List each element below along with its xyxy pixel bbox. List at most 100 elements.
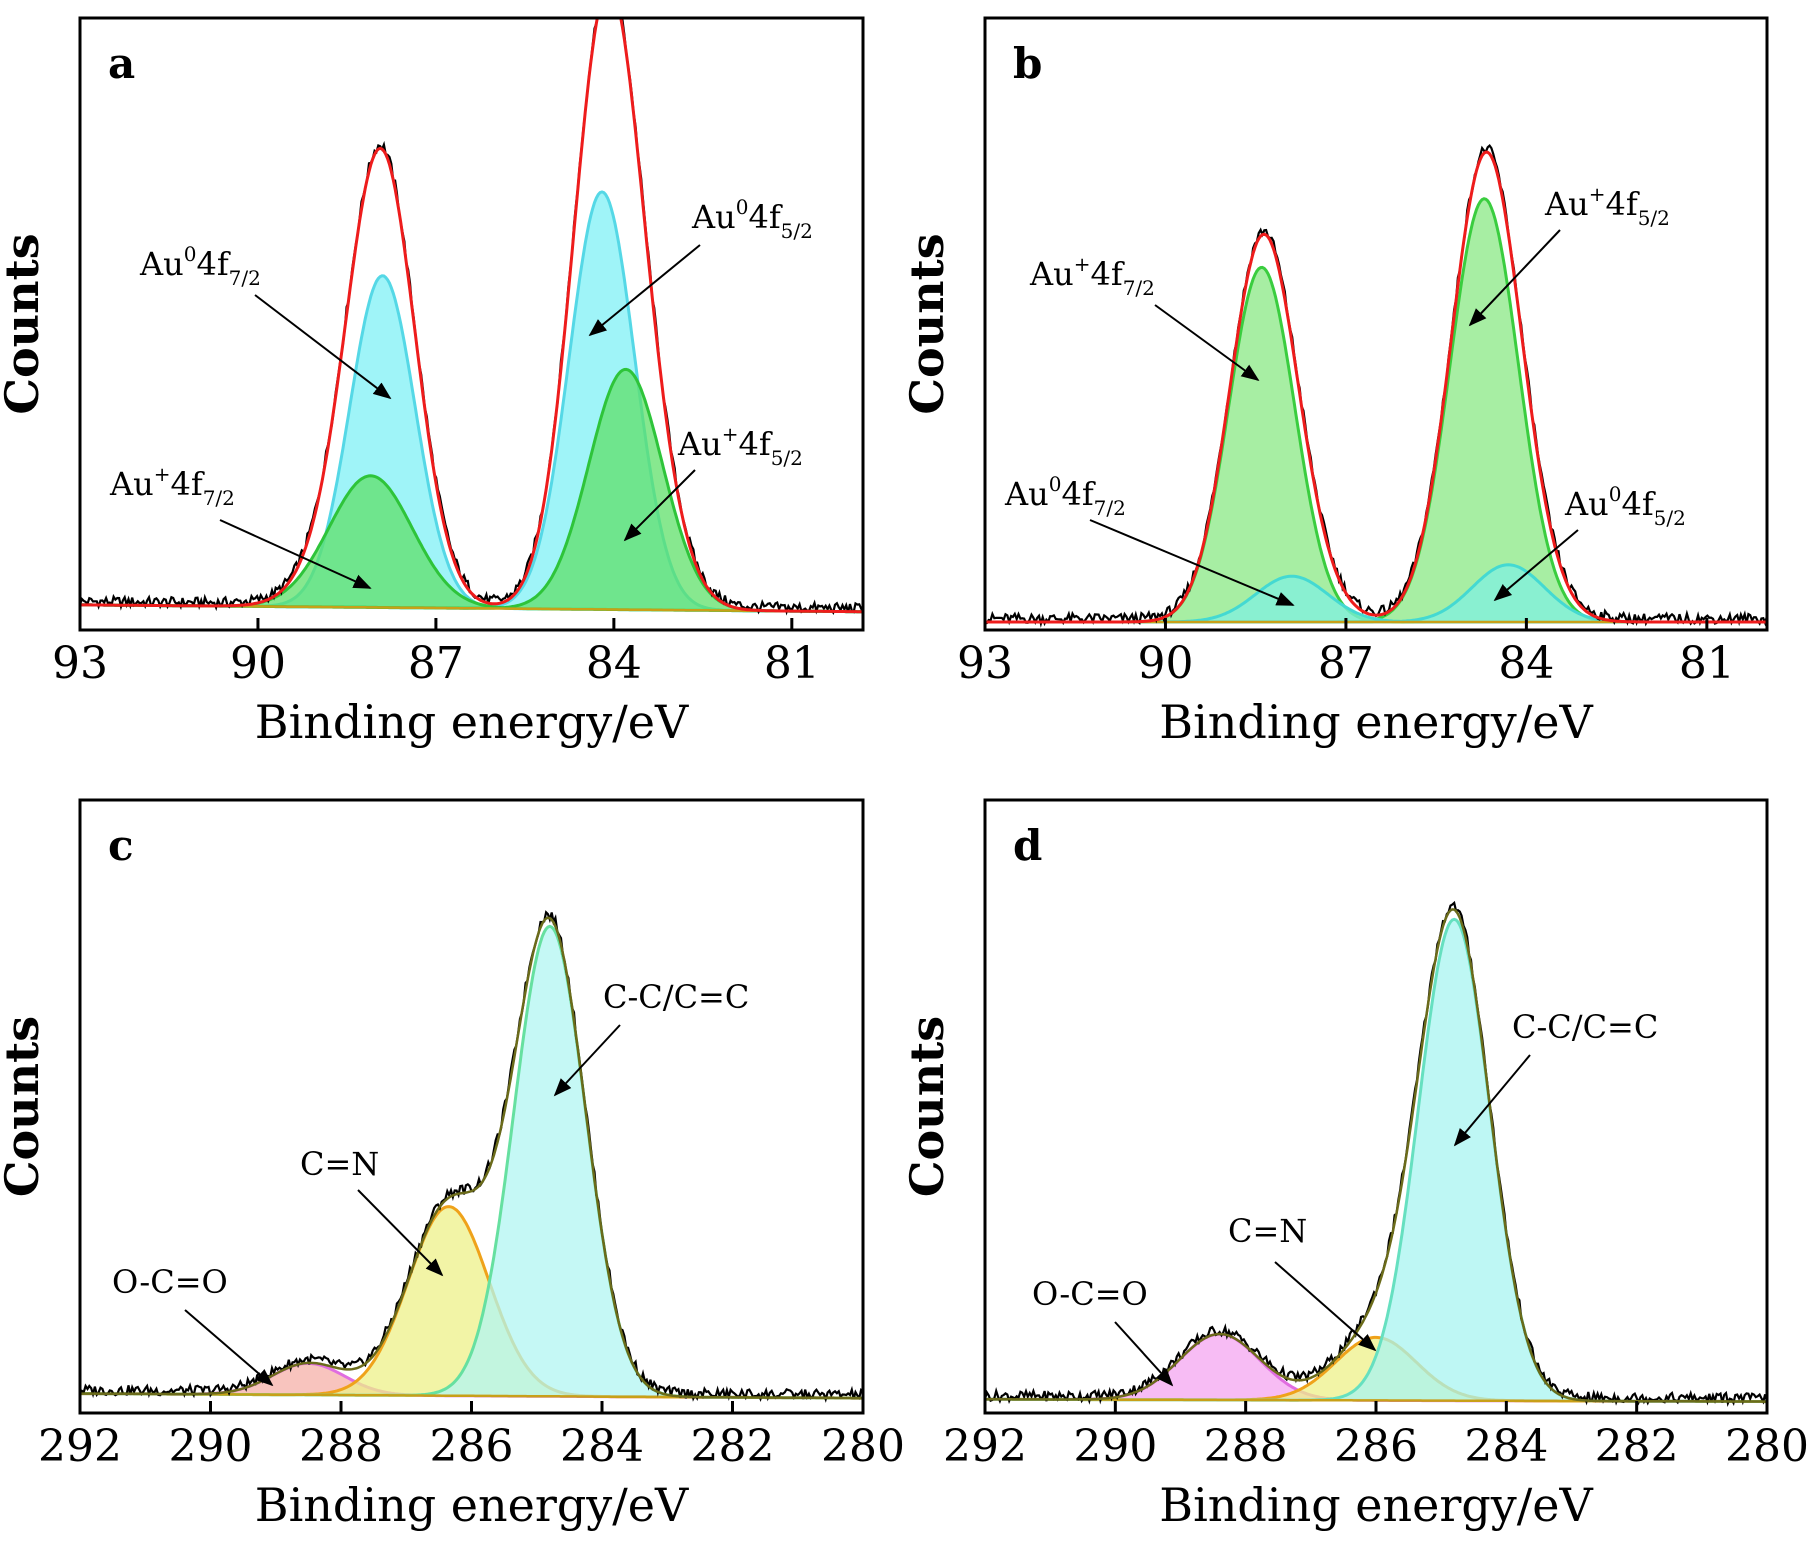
y-axis-title: Counts	[900, 1016, 954, 1197]
component-fill-aup_72	[985, 267, 1767, 622]
annotation-arrow	[1274, 1261, 1377, 1352]
annotation-label: Au04f5/2	[691, 195, 813, 243]
plot-frame	[78, 16, 865, 632]
annotation-arrow	[219, 519, 372, 589]
x-tick-label: 280	[1725, 1421, 1809, 1472]
x-tick-label: 286	[430, 1421, 514, 1472]
plot-area	[985, 900, 1767, 1407]
annotation-label: C-C/C=C	[603, 978, 749, 1016]
panel-letter: d	[1013, 821, 1042, 870]
y-axis-title: Counts	[0, 1016, 49, 1197]
x-tick-label: 81	[1679, 638, 1735, 689]
annotation-main: 4f	[1061, 475, 1095, 513]
annotation-sub: 7/2	[1123, 276, 1155, 300]
x-tick-label: 282	[1595, 1421, 1679, 1472]
annotation-label: C-C/C=C	[1512, 1008, 1658, 1046]
panel-letter: c	[108, 821, 134, 870]
annotation-sub: 7/2	[203, 486, 235, 510]
x-tick-label: 288	[1204, 1421, 1288, 1472]
annotation-arrow	[623, 469, 696, 542]
fit-envelope-line	[80, 916, 863, 1400]
annotation-label: O-C=O	[1032, 1275, 1148, 1313]
annotation-sup: 0	[736, 195, 749, 219]
annotation-arrow	[254, 294, 392, 400]
annotation-arrow	[1493, 529, 1579, 602]
fit-envelope-line	[985, 150, 1767, 624]
x-axis-title: Binding energy/eV	[1159, 1478, 1593, 1532]
plot-area	[985, 143, 1767, 628]
component-line-au0_52	[985, 563, 1767, 624]
annotation-main: 4f	[196, 245, 230, 283]
annotation-arrow	[588, 244, 701, 337]
component-fill-au0_52	[985, 564, 1767, 622]
annotation-sub: 5/2	[1638, 206, 1670, 230]
annotation-main: 4f	[170, 465, 204, 503]
annotation-sub: 7/2	[1094, 496, 1126, 520]
x-tick-label: 81	[764, 638, 820, 689]
x-tick-label: 292	[38, 1421, 122, 1472]
annotation-label: C=N	[1228, 1212, 1307, 1250]
x-tick-label: 290	[169, 1421, 253, 1472]
x-tick-label: 280	[821, 1421, 905, 1472]
annotation-main: 4f	[748, 198, 782, 236]
plot-area	[80, 910, 863, 1403]
annotation-base: Au	[1029, 255, 1074, 293]
x-tick-label: 284	[560, 1421, 644, 1472]
annotation-label: Au04f5/2	[1564, 482, 1686, 530]
annotation-arrow	[1114, 1321, 1174, 1387]
annotation-sup: +	[1589, 182, 1606, 206]
annotation-sup: 0	[1609, 482, 1622, 506]
chart-panel-c: 292 290 288 286 284 282 280 Binding energy/eV Co…	[0, 798, 905, 1532]
component-fill-occ	[985, 1334, 1767, 1402]
fit-envelope-line	[80, 18, 863, 614]
annotation-sup: +	[722, 422, 739, 446]
panel-letter: a	[108, 39, 135, 88]
x-tick-label: 87	[408, 638, 464, 689]
annotation-base: Au	[691, 198, 736, 236]
y-axis-title: Counts	[0, 233, 49, 414]
annotation-label: Au04f7/2	[1004, 472, 1126, 520]
annotation-label: Au+4f7/2	[109, 462, 235, 510]
panel-letter: b	[1013, 39, 1042, 88]
component-fill-cc	[985, 919, 1767, 1402]
annotation-base: Au	[1004, 475, 1049, 513]
x-tick-label: 282	[691, 1421, 775, 1472]
x-tick-label: 87	[1318, 638, 1374, 689]
raw-spectrum-line	[985, 900, 1767, 1407]
annotation-base: Au	[677, 425, 722, 463]
annotation-sub: 5/2	[771, 446, 803, 470]
annotation-arrow	[1468, 229, 1561, 327]
x-tick-label: 93	[52, 638, 108, 689]
x-tick-label: 286	[1334, 1421, 1418, 1472]
annotation-label: Au+4f5/2	[677, 422, 803, 470]
annotation-arrow	[1154, 304, 1260, 382]
annotation-base: Au	[1564, 485, 1609, 523]
x-tick-label: 90	[230, 638, 286, 689]
annotation-base: Au	[139, 245, 184, 283]
annotation-main: 4f	[1605, 185, 1639, 223]
annotation-sub: 5/2	[1654, 506, 1686, 530]
x-tick-label: 93	[957, 638, 1013, 689]
annotation-arrow	[1089, 519, 1295, 606]
x-axis-title: Binding energy/eV	[255, 695, 689, 749]
annotation-main: 4f	[738, 425, 772, 463]
component-fill-aup_52	[80, 369, 863, 612]
component-fill-occ	[80, 1363, 863, 1399]
annotation-base: Au	[109, 465, 154, 503]
annotation-main: 4f	[1090, 255, 1124, 293]
x-tick-label: 290	[1073, 1421, 1157, 1472]
annotation-sub: 5/2	[781, 219, 813, 243]
annotation-main: 4f	[1621, 485, 1655, 523]
x-tick-label: 288	[299, 1421, 383, 1472]
annotation-sup: +	[154, 462, 171, 486]
component-fill-cn	[80, 1206, 863, 1399]
annotation-sup: 0	[1049, 472, 1062, 496]
x-axis-title: Binding energy/eV	[255, 1478, 689, 1532]
annotation-arrow	[357, 1189, 444, 1277]
chart-panel-d: 292 290 288 286 284 282 280 Binding energy/eV Co…	[900, 798, 1809, 1532]
annotation-label: Au04f7/2	[139, 242, 261, 290]
x-axis-title: Binding energy/eV	[1159, 695, 1593, 749]
component-line-aup_72	[985, 265, 1767, 624]
annotation-sup: 0	[184, 242, 197, 266]
